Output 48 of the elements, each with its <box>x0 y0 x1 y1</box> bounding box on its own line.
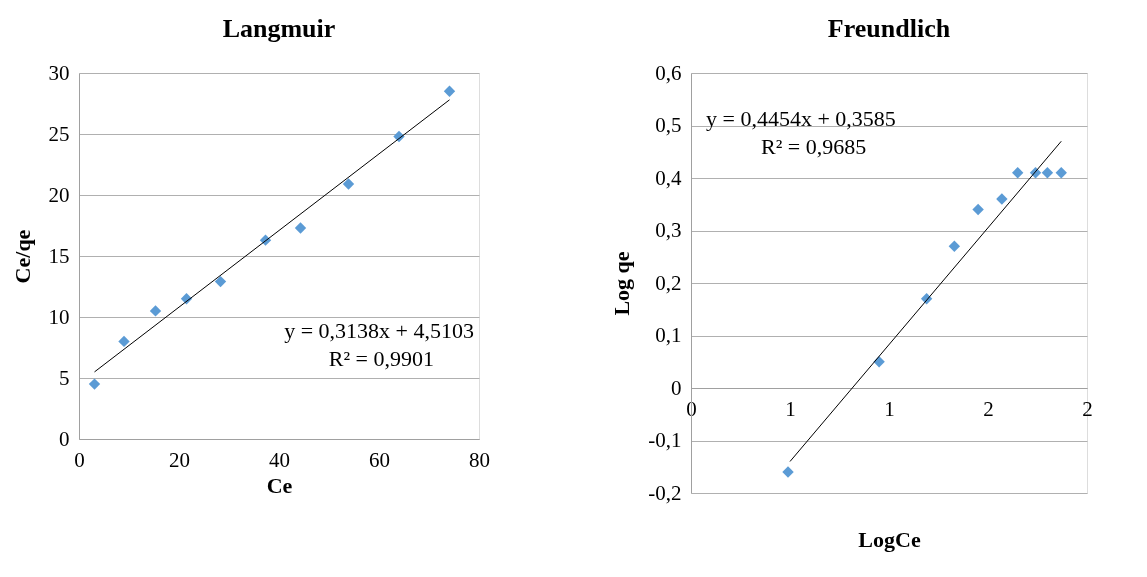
point <box>782 466 794 478</box>
point <box>1041 167 1054 179</box>
point <box>149 305 162 317</box>
point <box>996 193 1008 205</box>
y-tick-label: 15 <box>48 243 70 268</box>
point <box>214 275 227 288</box>
y-tick-label: 10 <box>48 304 70 329</box>
x-tick-label: 1 <box>785 396 796 421</box>
y-tick-label: 0,1 <box>655 323 682 347</box>
point <box>1055 167 1067 179</box>
x-axis-title: LogCe <box>858 526 921 552</box>
y-axis-title: Log qe <box>609 251 635 316</box>
point <box>342 178 355 190</box>
y-tick-label: 0 <box>59 426 70 451</box>
x-tick-label: 40 <box>269 447 290 472</box>
point <box>1012 167 1024 179</box>
y-tick-label: 0,4 <box>655 165 682 190</box>
chart-title: Langmuir <box>222 14 336 43</box>
point <box>118 335 130 348</box>
annotation: y = 0,4454x + 0,3585 <box>706 106 896 131</box>
point <box>443 85 456 97</box>
x-tick-label: 20 <box>169 447 190 472</box>
point <box>294 222 307 234</box>
annotation: R² = 0,9685 <box>761 134 867 159</box>
y-axis-title: Ce/qe <box>9 229 35 284</box>
point <box>88 378 101 390</box>
point <box>972 203 984 216</box>
x-tick-label: 2 <box>1082 396 1093 421</box>
y-tick-label: 0,5 <box>655 113 682 137</box>
x-axis-title: Ce <box>266 472 293 498</box>
x-tick-label: 60 <box>369 447 390 472</box>
x-tick-label: 2 <box>983 396 994 421</box>
y-tick-label: 0,2 <box>655 270 682 295</box>
y-tick-label: 5 <box>59 365 70 390</box>
y-tick-label: 20 <box>48 182 70 207</box>
y-tick-label: -0,2 <box>648 480 682 505</box>
y-tick-label: 25 <box>48 121 70 146</box>
y-tick-label: 30 <box>48 60 70 85</box>
point <box>948 240 961 252</box>
y-tick-label: 0 <box>671 375 682 400</box>
x-tick-label: 80 <box>469 447 490 472</box>
annotation: y = 0,3138x + 4,5103 <box>284 318 474 343</box>
x-tick-label: 1 <box>884 396 895 421</box>
y-tick-label: 0,6 <box>655 60 682 85</box>
annotation: R² = 0,9901 <box>328 346 434 371</box>
y-tick-label: 0,3 <box>655 218 682 242</box>
y-tick-label: -0,1 <box>648 428 682 452</box>
chart-title: Freundlich <box>827 14 951 43</box>
